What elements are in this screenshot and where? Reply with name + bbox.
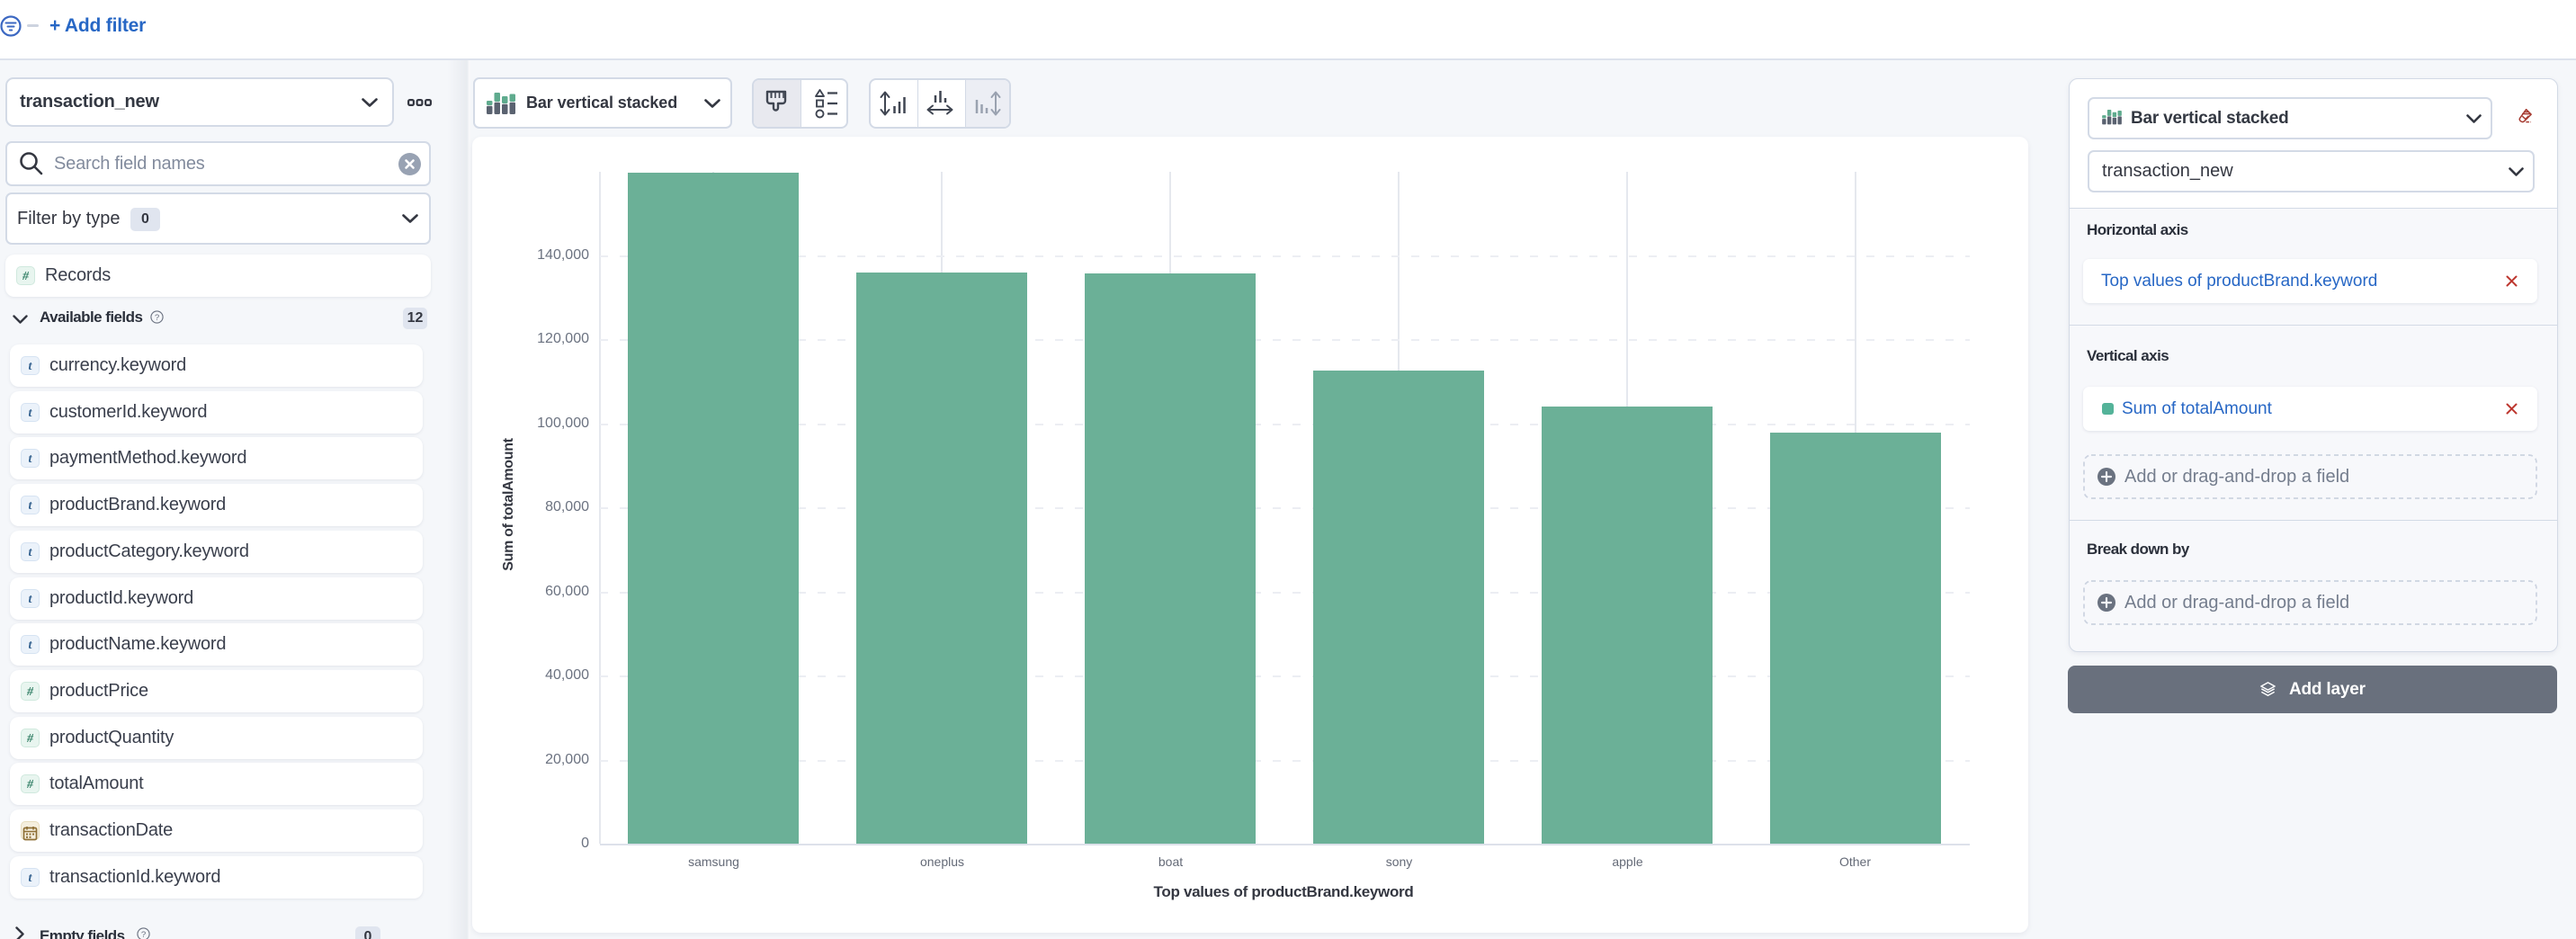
svg-text:?: ? <box>155 313 159 323</box>
svg-text:?: ? <box>141 930 146 939</box>
